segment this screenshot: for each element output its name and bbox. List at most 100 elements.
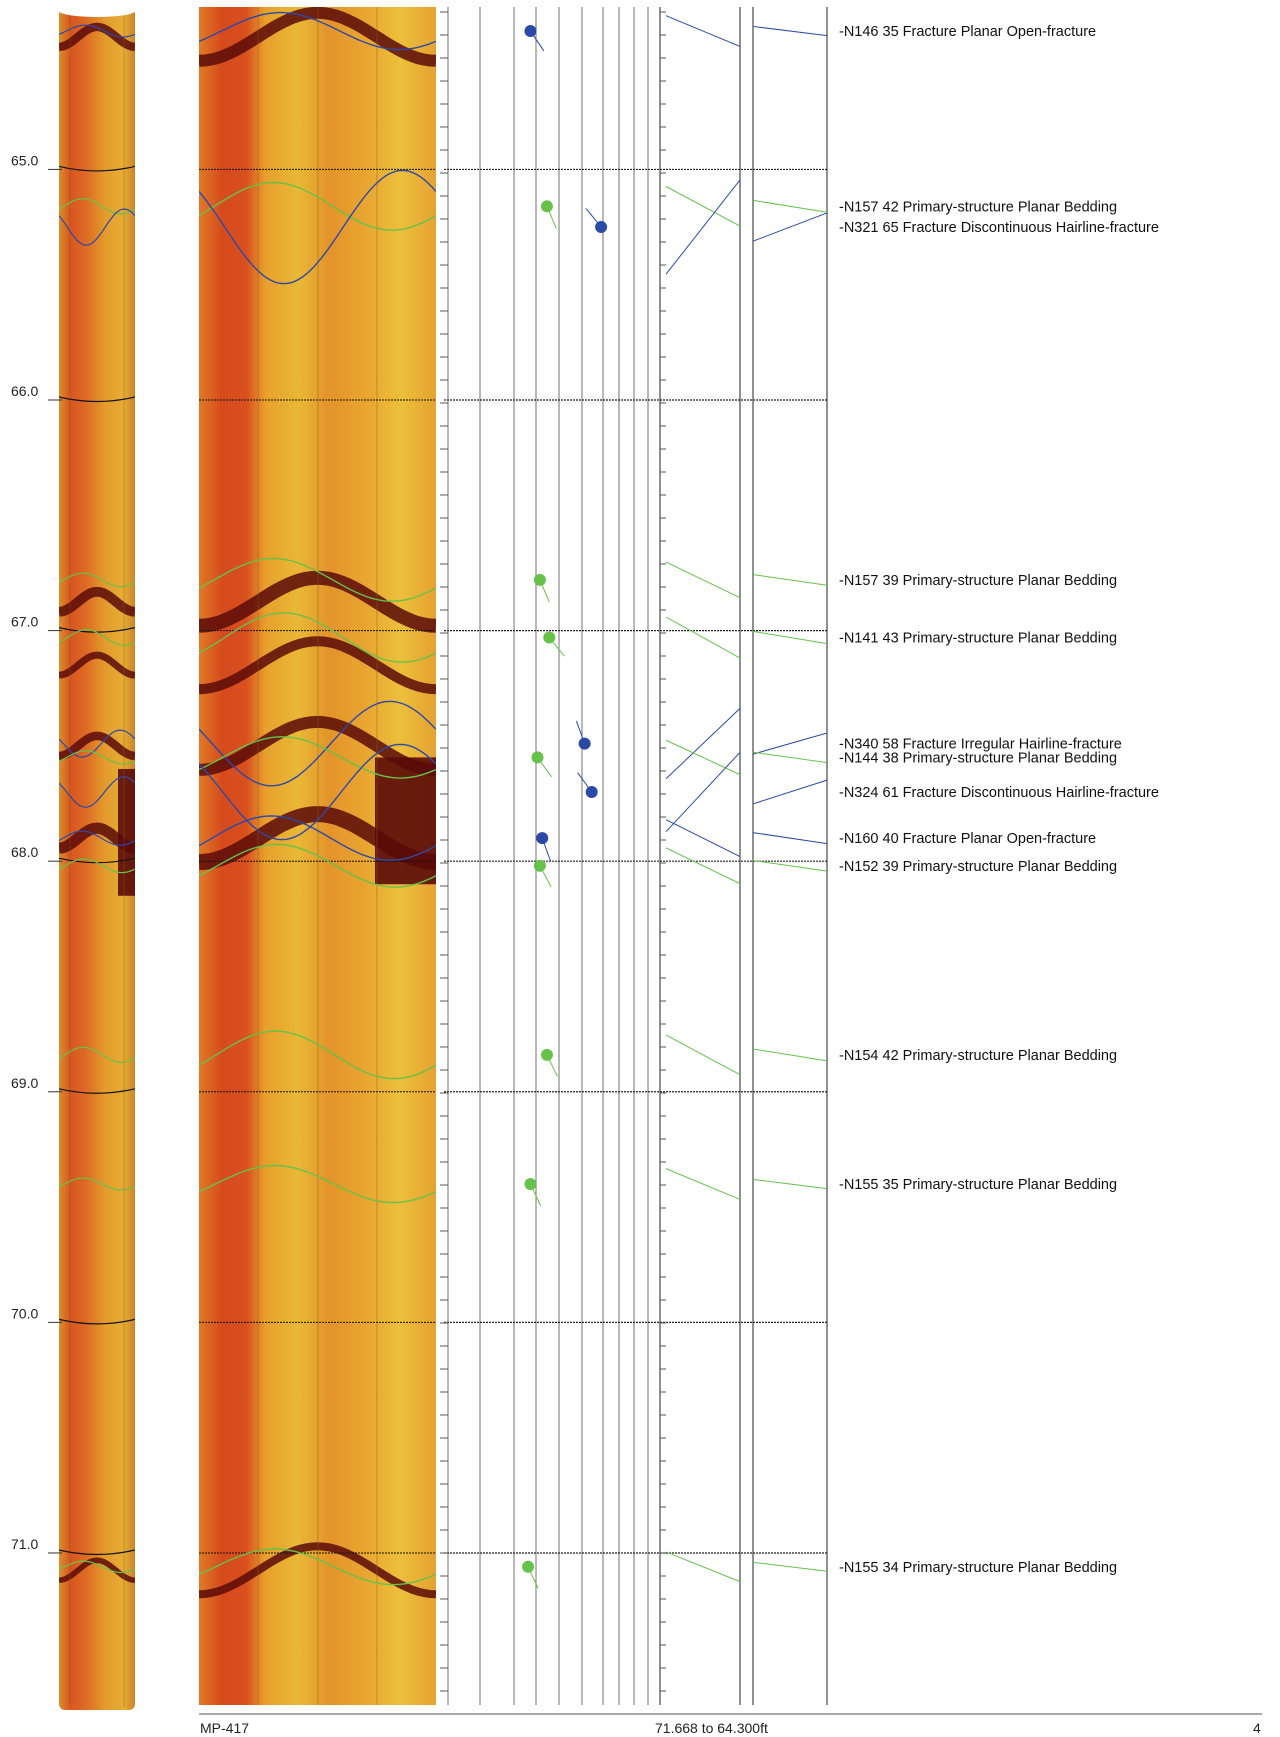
- virtual-core-image: [59, 8, 135, 1710]
- stick-dip: [665, 179, 741, 275]
- tadpole-bedding: [533, 859, 546, 872]
- feature-sinusoid: [199, 181, 436, 231]
- core-depth-ring: [59, 1318, 135, 1325]
- feature-label: -N152 39 Primary-structure Planar Beddin…: [839, 859, 1117, 875]
- tadpole-bedding: [533, 573, 546, 586]
- tadpole-fracture: [536, 832, 549, 845]
- feature-label: -N144 38 Primary-structure Planar Beddin…: [839, 750, 1117, 766]
- feature-label: -N157 39 Primary-structure Planar Beddin…: [839, 573, 1117, 589]
- stick-apparent: [752, 574, 828, 586]
- tadpole-fracture: [585, 786, 598, 799]
- feature-trace: [59, 24, 135, 38]
- depth-label: 67.0: [11, 614, 38, 630]
- depth-label: 69.0: [11, 1075, 38, 1091]
- core-depth-ring: [59, 165, 135, 172]
- stick-apparent: [752, 779, 828, 805]
- dark-band: [199, 7, 436, 67]
- feature-trace: [59, 628, 135, 647]
- stick-track: [659, 7, 828, 1705]
- dark-band: [199, 1542, 436, 1599]
- dark-patch: [118, 768, 135, 896]
- feature-sinusoid: [199, 169, 436, 285]
- feature-trace: [59, 830, 135, 846]
- core-depth-ring: [59, 1549, 135, 1556]
- well-name: MP-417: [200, 1720, 249, 1736]
- feature-trace: [59, 729, 135, 758]
- feature-trace: [59, 776, 135, 808]
- feature-trace: [59, 1177, 135, 1191]
- page-number: 4: [1253, 1720, 1261, 1736]
- feature-sinusoid: [199, 557, 436, 602]
- feature-trace: [59, 1046, 135, 1064]
- stick-dip: [665, 1034, 741, 1076]
- stick-apparent: [752, 859, 828, 872]
- feature-label: -N324 61 Fracture Discontinuous Hairline…: [839, 785, 1159, 801]
- feature-sinusoid: [199, 743, 436, 841]
- feature-label: -N157 42 Primary-structure Planar Beddin…: [839, 199, 1117, 215]
- feature-sinusoid: [199, 1030, 436, 1080]
- tadpole-bedding: [540, 200, 553, 213]
- feature-trace: [59, 198, 135, 215]
- stick-apparent: [752, 832, 828, 845]
- unrolled-borehole-image: [199, 7, 436, 1705]
- core-depth-ring: [59, 396, 135, 403]
- stick-apparent: [752, 25, 828, 37]
- stick-dip: [665, 708, 741, 780]
- feature-label: -N141 43 Primary-structure Planar Beddin…: [839, 631, 1117, 647]
- dark-band: [59, 586, 135, 617]
- feature-sinusoid: [199, 815, 436, 862]
- feature-sinusoid: [199, 700, 436, 787]
- feature-sinusoid: [199, 1164, 436, 1204]
- depth-label: 71.0: [11, 1536, 38, 1552]
- log-footer: MP-417 71.668 to 64.300ft 4: [199, 1713, 1262, 1736]
- feature-trace: [59, 208, 135, 246]
- stick-dip: [665, 847, 741, 885]
- stick-apparent: [752, 1178, 828, 1190]
- tadpole-fracture: [524, 25, 537, 38]
- stick-apparent: [752, 751, 828, 764]
- tadpole-track: [440, 7, 827, 1705]
- depth-label: 70.0: [11, 1305, 38, 1321]
- core-top-cap: [59, 5, 135, 17]
- stick-dip: [665, 1168, 741, 1200]
- stick-dip: [665, 186, 741, 227]
- stick-dip: [665, 15, 741, 47]
- tadpole-fracture: [578, 737, 591, 750]
- feature-trace: [59, 572, 135, 588]
- stick-dip: [665, 1551, 741, 1583]
- feature-sinusoid: [199, 843, 436, 888]
- stick-dip: [665, 561, 741, 599]
- feature-sinusoid: [199, 1548, 436, 1586]
- feature-label: -N155 34 Primary-structure Planar Beddin…: [839, 1560, 1117, 1576]
- core-depth-ring: [59, 1088, 135, 1094]
- stick-apparent: [752, 1048, 828, 1062]
- stick-apparent: [752, 732, 828, 755]
- stick-apparent: [752, 199, 828, 213]
- feature-labels: -N146 35 Fracture Planar Open-fracture -N…: [839, 24, 1159, 1576]
- feature-trace: [59, 750, 135, 765]
- stick-dip: [665, 739, 741, 776]
- dark-band: [59, 651, 135, 679]
- depth-label: 66.0: [11, 383, 38, 399]
- feature-sinusoid: [199, 612, 436, 663]
- feature-label: -N146 35 Fracture Planar Open-fracture: [839, 24, 1096, 40]
- stick-apparent: [752, 212, 828, 242]
- tadpole-bedding: [543, 631, 556, 644]
- stick-dip: [665, 751, 741, 833]
- stick-dip: [665, 616, 741, 659]
- depth-label: 65.0: [11, 152, 38, 168]
- feature-trace: [59, 858, 135, 874]
- tadpole-bedding: [524, 1178, 537, 1191]
- feature-label: -N155 35 Primary-structure Planar Beddin…: [839, 1177, 1117, 1193]
- tadpole-bedding: [540, 1048, 553, 1061]
- dark-band: [59, 1557, 135, 1584]
- feature-label: -N154 42 Primary-structure Planar Beddin…: [839, 1048, 1117, 1064]
- feature-sinusoid: [199, 736, 436, 779]
- dark-band: [199, 570, 436, 633]
- stick-apparent: [752, 630, 828, 645]
- dark-band: [59, 731, 135, 761]
- feature-label: -N340 58 Fracture Irregular Hairline-fra…: [839, 737, 1122, 753]
- feature-label: -N321 65 Fracture Discontinuous Hairline…: [839, 220, 1159, 236]
- feature-label: -N160 40 Fracture Planar Open-fracture: [839, 831, 1096, 847]
